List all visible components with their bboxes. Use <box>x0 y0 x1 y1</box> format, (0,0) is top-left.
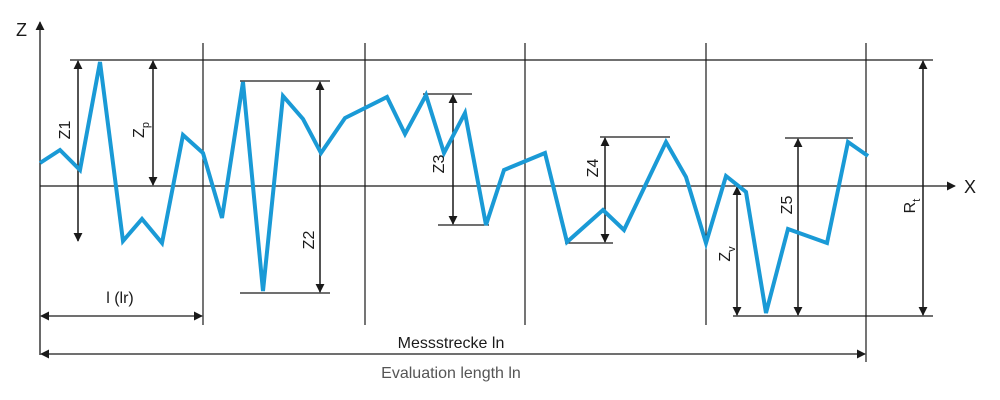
zv-label: Zv <box>717 246 738 262</box>
z1-label: Z1 <box>57 121 74 140</box>
z4-label: Z4 <box>585 159 602 178</box>
svg-text:Zp: Zp <box>131 122 152 138</box>
zp-label: Zp <box>131 122 152 138</box>
z2-label: Z2 <box>301 231 318 250</box>
evaluation-length-label: Evaluation length ln <box>381 365 521 382</box>
zp-label-sub: p <box>140 122 152 128</box>
x-axis-label: X <box>964 177 976 197</box>
zv-label-sub: v <box>726 246 738 252</box>
zv-label-main: Z <box>717 252 734 262</box>
zp-label-main: Z <box>131 128 148 138</box>
sampling-length-label: l (lr) <box>106 290 134 307</box>
measuring-length-label: Messstrecke ln <box>398 335 505 352</box>
rt-label-main: R <box>902 202 919 214</box>
rt-label-sub: t <box>911 199 923 202</box>
z5-label: Z5 <box>779 196 796 215</box>
z-axis-label: Z <box>16 20 27 40</box>
z3-label: Z3 <box>431 155 448 174</box>
roughness-profile-line <box>38 61 870 314</box>
rt-label: Rt <box>902 199 923 214</box>
svg-text:Zv: Zv <box>717 246 738 262</box>
svg-text:Rt: Rt <box>902 199 923 214</box>
